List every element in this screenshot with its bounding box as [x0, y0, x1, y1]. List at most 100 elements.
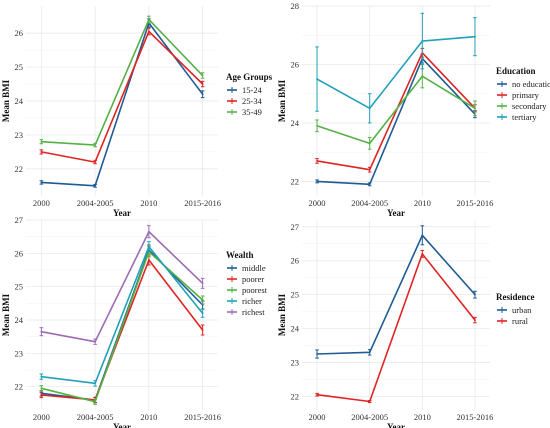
data-point [40, 394, 43, 396]
series-line-secondary [316, 75, 476, 145]
data-point [40, 387, 43, 390]
y-tick-label: 27 [291, 222, 300, 232]
series-line-urban [316, 234, 476, 355]
y-tick-label: 24 [15, 96, 24, 106]
data-point [147, 259, 150, 261]
chart-panel-2: 22 24 26 28 2000 2004-2005 2010 2015-2016 Year Me… [277, 1, 493, 218]
legend-label: richest [242, 307, 265, 317]
y-tick-label: 22 [15, 382, 24, 392]
y-tick-label: 22 [291, 176, 300, 186]
data-point [94, 400, 97, 403]
y-tick-label: 22 [291, 391, 300, 401]
data-point [94, 161, 97, 163]
data-point [94, 184, 97, 187]
legend-label: middle [242, 263, 266, 273]
chart-panel-3: 22 23 24 25 26 27 2000 2004-2005 2010 2015-2016 Ye… [1, 215, 221, 428]
data-point [368, 183, 371, 186]
data-point [316, 78, 318, 80]
series-line-35-49 [41, 18, 204, 146]
data-point [94, 382, 97, 385]
series-line-no-education [316, 57, 476, 186]
x-tick-label: 2000 [33, 198, 50, 208]
data-point [474, 35, 476, 38]
y-tick-label: 24 [291, 324, 300, 334]
series-line-richest [41, 230, 204, 343]
legend-label: urban [512, 305, 532, 315]
y-tick-label: 22 [15, 164, 24, 174]
x-tick-label: 2004-2005 [77, 412, 114, 422]
legend-label: 25-34 [242, 96, 263, 106]
y-tick-label: 25 [291, 290, 300, 300]
data-point [40, 375, 43, 378]
data-point [94, 144, 97, 147]
series-line-poorer [41, 259, 204, 401]
y-axis-title: Mean BMI [1, 293, 11, 336]
data-point [147, 18, 150, 21]
x-tick-label: 2000 [33, 412, 50, 422]
y-tick-label: 25 [15, 62, 24, 72]
x-tick-label: 2004-2005 [77, 198, 114, 208]
y-tick-label: 28 [291, 1, 300, 11]
data-point [368, 107, 371, 110]
data-point [368, 351, 371, 354]
data-point [40, 150, 43, 153]
data-point [201, 83, 204, 85]
x-axis-title: Year [387, 422, 405, 428]
y-tick-label: 26 [291, 256, 300, 266]
data-point [201, 304, 204, 306]
data-point [147, 245, 150, 248]
legend-label: tertiary [512, 112, 537, 122]
x-tick-label: 2000 [309, 412, 326, 422]
x-tick-label: 2004-2005 [351, 198, 388, 208]
data-point [316, 124, 318, 127]
y-tick-label: 23 [15, 130, 24, 140]
data-point [40, 330, 43, 333]
x-axis-title: Year [387, 208, 405, 218]
data-point [40, 140, 43, 143]
data-point [201, 312, 204, 315]
data-point [201, 93, 204, 96]
series-line-25-34 [41, 30, 204, 163]
data-point [316, 393, 318, 396]
x-tick-label: 2004-2005 [351, 412, 388, 422]
legend-label: primary [512, 90, 540, 100]
legend-title: Age Groups [226, 72, 273, 82]
legend-label: richer [242, 296, 262, 306]
data-point [368, 168, 371, 171]
y-axis-title: Mean BMI [277, 79, 287, 122]
y-tick-label: 23 [15, 348, 24, 358]
chart-panel-4: 22 23 24 25 26 27 2000 2004-2005 2010 2015-2016 Ye… [277, 220, 493, 428]
x-tick-label: 2015-2016 [457, 412, 494, 422]
legend-title: Wealth [226, 250, 254, 260]
y-tick-label: 26 [15, 28, 24, 38]
legend-label: no education [512, 79, 550, 89]
data-point [201, 282, 204, 285]
x-tick-label: 2010 [140, 412, 157, 422]
data-point [368, 400, 371, 403]
chart-panel-1: 22 23 24 25 26 2000 2004-2005 2010 2015-2016 Year… [1, 6, 221, 218]
x-tick-label: 2000 [309, 198, 326, 208]
data-point [147, 230, 150, 233]
legend-label: 35-49 [242, 107, 262, 117]
data-point [421, 75, 424, 78]
x-tick-label: 2010 [414, 198, 431, 208]
series-line-richer [41, 245, 204, 385]
y-axis-title: Mean BMI [1, 79, 11, 122]
plot-background [302, 220, 490, 410]
legend-label: rural [512, 316, 529, 326]
legend-title: Education [496, 66, 536, 76]
data-point [316, 353, 318, 355]
data-point [421, 253, 424, 255]
y-tick-label: 26 [291, 59, 300, 69]
data-point [474, 293, 476, 296]
legend-label: secondary [512, 101, 547, 111]
data-point [201, 329, 204, 331]
y-tick-label: 24 [291, 118, 300, 128]
legend-label: 15-24 [242, 85, 263, 95]
data-point [316, 180, 318, 183]
data-point [316, 160, 318, 162]
data-point [474, 107, 476, 110]
data-point [201, 299, 204, 301]
